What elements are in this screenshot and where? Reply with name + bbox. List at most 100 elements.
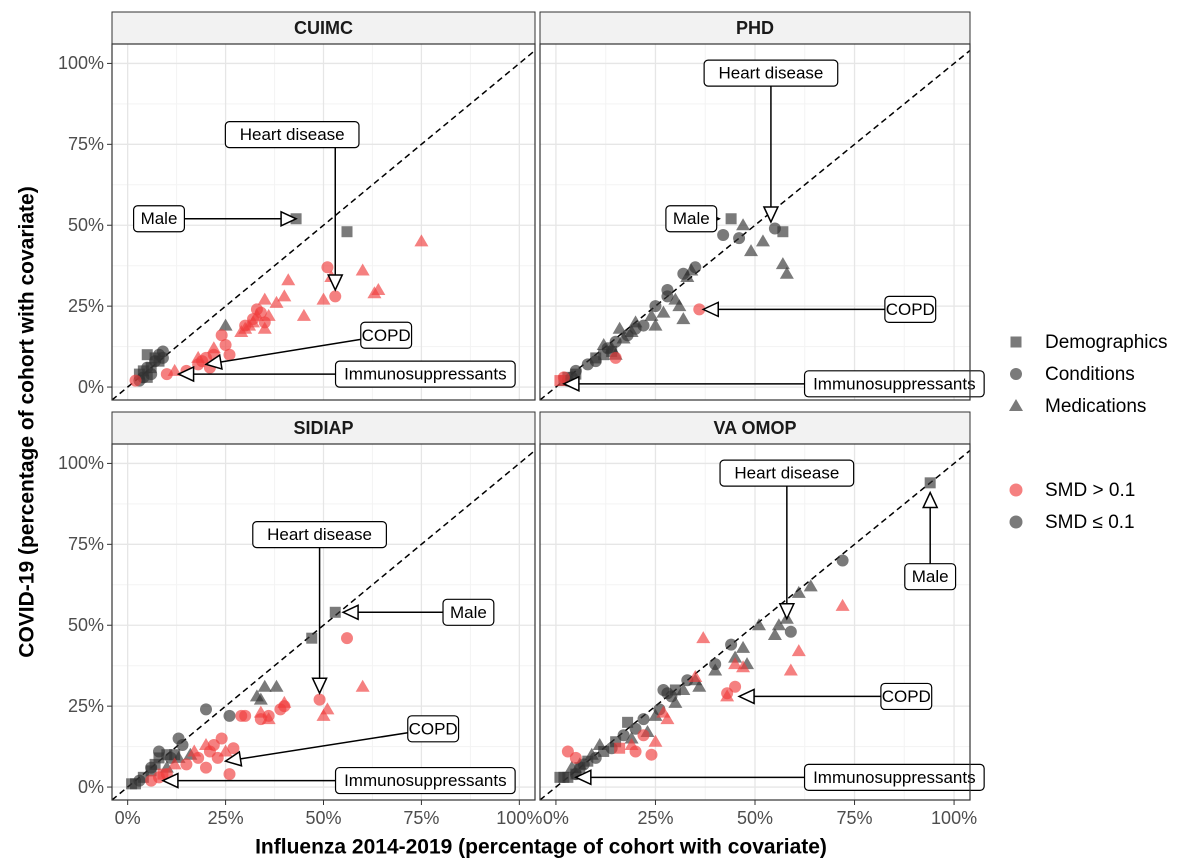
point xyxy=(693,303,706,316)
point xyxy=(564,760,579,773)
point xyxy=(584,747,599,760)
annotation-arrowhead xyxy=(562,375,580,392)
point xyxy=(751,618,766,631)
point xyxy=(153,752,165,764)
annotation-label: Immunosuppressants xyxy=(813,768,976,787)
annotation-arrowhead xyxy=(341,604,359,621)
point xyxy=(277,289,292,302)
panel-border xyxy=(539,443,971,801)
annotation-arrowhead xyxy=(204,353,223,370)
point xyxy=(637,729,650,742)
y-tick-label: 75% xyxy=(68,534,104,554)
panel: VA OMOP 0% 25% 50% 75% 100% Heart disease COPD I… xyxy=(539,411,985,828)
y-tick-label: 25% xyxy=(68,696,104,716)
point xyxy=(554,771,566,783)
point xyxy=(313,693,326,706)
point xyxy=(783,663,798,676)
annotation-label: Immunosuppressants xyxy=(344,771,507,790)
annotation-box xyxy=(904,563,957,591)
legend-key xyxy=(1010,368,1022,380)
panel-title: VA OMOP xyxy=(713,418,796,438)
point xyxy=(554,375,566,387)
annotation-arrowhead xyxy=(701,301,719,318)
point xyxy=(637,713,650,726)
legend-key xyxy=(1009,515,1023,529)
annotation-box xyxy=(880,682,933,711)
annotation-box xyxy=(665,205,718,233)
plot-area xyxy=(540,444,970,800)
point xyxy=(628,315,643,328)
point xyxy=(672,299,687,312)
point xyxy=(180,758,193,771)
point xyxy=(145,774,158,787)
annotation-label: Male xyxy=(450,603,487,622)
point xyxy=(720,689,735,702)
annotation-label: Immunosuppressants xyxy=(813,374,976,393)
point xyxy=(167,757,182,770)
y-tick-label: 75% xyxy=(68,134,104,154)
legend-label: Demographics xyxy=(1045,332,1168,353)
annotation-arrowhead xyxy=(223,750,243,767)
point xyxy=(736,218,751,231)
panel-title: SIDIAP xyxy=(293,418,353,438)
annotation-label: COPD xyxy=(886,300,935,319)
point xyxy=(316,292,331,305)
point xyxy=(371,282,386,295)
annotation-box xyxy=(703,59,839,87)
annotation-box xyxy=(719,459,855,487)
point xyxy=(736,640,751,653)
point xyxy=(649,300,662,313)
point xyxy=(219,338,232,351)
panel-title: CUIMC xyxy=(294,18,353,38)
y-axis-title: COVID-19 (percentage of cohort with cova… xyxy=(16,186,39,657)
annotation-box xyxy=(334,766,516,795)
point xyxy=(129,374,142,387)
point xyxy=(777,226,789,238)
point xyxy=(227,742,240,755)
point xyxy=(688,670,703,683)
y-tick-label: 50% xyxy=(68,215,104,235)
point xyxy=(768,222,781,235)
x-tick-label: 75% xyxy=(403,808,439,828)
point xyxy=(223,348,236,361)
point xyxy=(779,266,794,279)
point xyxy=(215,732,228,745)
point xyxy=(257,321,272,334)
point xyxy=(341,632,353,645)
point xyxy=(269,295,284,308)
point xyxy=(836,554,849,567)
point xyxy=(725,213,737,225)
point xyxy=(616,331,631,344)
legend-label: Conditions xyxy=(1045,364,1135,385)
x-tick-label: 75% xyxy=(837,808,873,828)
point xyxy=(624,731,639,744)
point xyxy=(648,708,663,721)
point xyxy=(153,745,165,758)
point xyxy=(572,757,587,770)
annotation-arrowhead xyxy=(311,677,328,695)
annotation-arrowhead xyxy=(762,206,780,224)
point xyxy=(725,638,738,651)
point xyxy=(692,679,707,692)
point xyxy=(728,650,743,663)
point xyxy=(316,708,331,721)
legend-key xyxy=(1009,483,1023,497)
panel: SIDIAP 0% 25% 50% 75% 100% 0% 25% 50% 75% 100% Hear… xyxy=(58,411,542,828)
point xyxy=(644,308,659,321)
point xyxy=(215,329,228,342)
point xyxy=(755,234,770,247)
point xyxy=(624,325,639,338)
point xyxy=(191,350,206,363)
annotation-label: Male xyxy=(673,209,710,228)
point xyxy=(133,774,146,787)
x-tick-label: 100% xyxy=(496,808,542,828)
x-tick-label: 50% xyxy=(737,808,773,828)
annotation-label: COPD xyxy=(882,687,931,706)
point xyxy=(126,778,138,790)
point xyxy=(596,337,611,350)
point xyxy=(668,695,683,708)
point xyxy=(160,368,173,381)
point xyxy=(218,318,233,331)
point xyxy=(835,598,850,611)
point xyxy=(680,270,695,283)
